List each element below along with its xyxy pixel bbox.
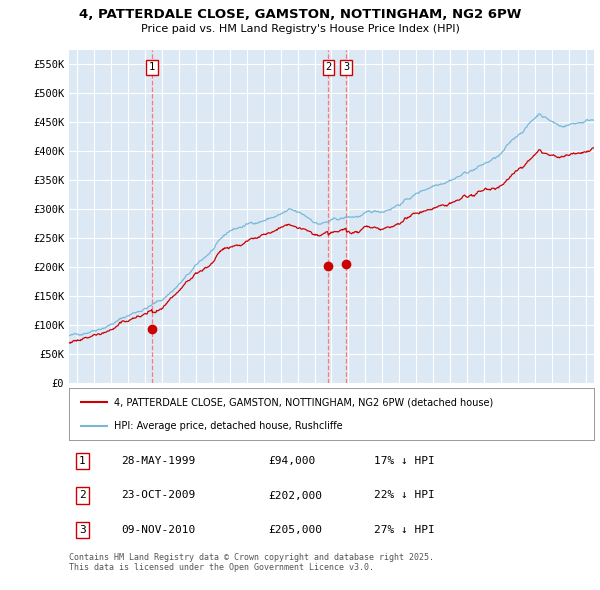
- Text: 09-NOV-2010: 09-NOV-2010: [121, 525, 196, 535]
- Text: 22% ↓ HPI: 22% ↓ HPI: [373, 490, 434, 500]
- Text: 17% ↓ HPI: 17% ↓ HPI: [373, 456, 434, 466]
- Text: 1: 1: [79, 456, 86, 466]
- Text: £202,000: £202,000: [269, 490, 323, 500]
- Text: 28-MAY-1999: 28-MAY-1999: [121, 456, 196, 466]
- Text: 4, PATTERDALE CLOSE, GAMSTON, NOTTINGHAM, NG2 6PW (detached house): 4, PATTERDALE CLOSE, GAMSTON, NOTTINGHAM…: [113, 397, 493, 407]
- Text: £205,000: £205,000: [269, 525, 323, 535]
- Text: 1: 1: [149, 63, 155, 73]
- Text: Contains HM Land Registry data © Crown copyright and database right 2025.
This d: Contains HM Land Registry data © Crown c…: [69, 553, 434, 572]
- Text: HPI: Average price, detached house, Rushcliffe: HPI: Average price, detached house, Rush…: [113, 421, 342, 431]
- Text: Price paid vs. HM Land Registry's House Price Index (HPI): Price paid vs. HM Land Registry's House …: [140, 24, 460, 34]
- Text: 2: 2: [325, 63, 331, 73]
- Text: 27% ↓ HPI: 27% ↓ HPI: [373, 525, 434, 535]
- Text: 3: 3: [343, 63, 349, 73]
- Text: 3: 3: [79, 525, 86, 535]
- Text: 4, PATTERDALE CLOSE, GAMSTON, NOTTINGHAM, NG2 6PW: 4, PATTERDALE CLOSE, GAMSTON, NOTTINGHAM…: [79, 8, 521, 21]
- Text: 23-OCT-2009: 23-OCT-2009: [121, 490, 196, 500]
- Text: £94,000: £94,000: [269, 456, 316, 466]
- Text: 2: 2: [79, 490, 86, 500]
